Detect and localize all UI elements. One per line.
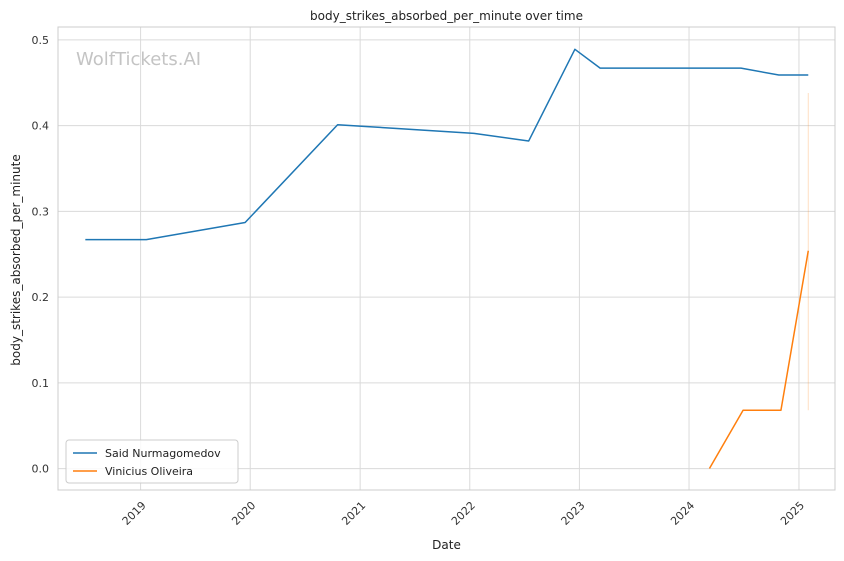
x-axis-ticks: 2019 2020 2021 2022 2023 2024 2025: [120, 499, 807, 528]
y-tick-label: 0.4: [32, 120, 50, 133]
y-tick-label: 0.0: [32, 463, 50, 476]
x-tick-label: 2022: [449, 499, 478, 528]
x-tick-label: 2021: [339, 499, 368, 528]
y-tick-label: 0.2: [32, 291, 50, 304]
legend: Said Nurmagomedov Vinicius Oliveira: [65, 439, 239, 484]
y-axis-label: body_strikes_absorbed_per_minute: [9, 154, 23, 365]
y-axis-ticks: 0.0 0.1 0.2 0.3 0.4 0.5: [32, 34, 50, 476]
legend-box: [65, 439, 239, 484]
x-tick-label: 2023: [559, 499, 588, 528]
y-tick-label: 0.3: [32, 205, 50, 218]
watermark: WolfTickets.AI: [76, 49, 201, 70]
y-tick-label: 0.1: [32, 377, 50, 390]
x-tick-label: 2020: [229, 499, 258, 528]
legend-label-vinicius-oliveira: Vinicius Oliveira: [105, 465, 193, 478]
series-line-said-nurmagomedov: [85, 48, 809, 241]
y-tick-label: 0.5: [32, 34, 50, 47]
x-tick-label: 2025: [778, 499, 807, 528]
x-axis-label: Date: [432, 538, 461, 552]
legend-label-said-nurmagomedov: Said Nurmagomedov: [105, 447, 221, 460]
chart-title: body_strikes_absorbed_per_minute over ti…: [310, 9, 583, 23]
plot-frame: [57, 26, 836, 491]
x-tick-label: 2024: [668, 499, 697, 528]
x-tick-label: 2019: [120, 499, 149, 528]
series-line-vinicius-oliveira: [708, 250, 810, 469]
grid: [58, 27, 835, 490]
series-lines: [85, 48, 810, 469]
